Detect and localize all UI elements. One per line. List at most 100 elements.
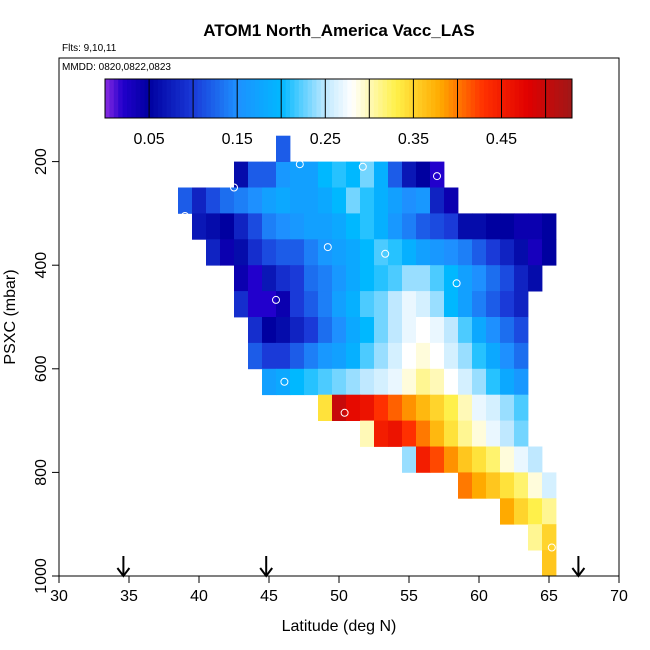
heatmap-cell [500,498,515,525]
colorbar-segment [488,79,494,118]
heatmap-cell [472,213,487,240]
heatmap-cell [234,291,249,318]
heatmap-cell [318,291,333,318]
heatmap-cell [332,317,347,344]
colorbar-segment [290,79,295,118]
heatmap-cell [276,187,291,214]
colorbar-tick-label: 0.35 [398,131,429,148]
heatmap-cell [304,239,319,266]
colorbar-segment [567,79,573,118]
heatmap-cell [514,420,529,447]
colorbar-segment [373,79,379,118]
heatmap-cell [374,420,389,447]
colorbar-segment [162,79,168,118]
colorbar-segment [254,79,260,118]
heatmap-cell [276,135,291,162]
heatmap-cell [430,368,445,396]
heatmap-cell [374,161,389,188]
heatmap-cell [206,187,221,214]
colorbar-segment [391,79,397,118]
heatmap-cell [444,394,459,421]
colorbar-segment [439,79,445,118]
colorbar-segment [527,79,533,118]
colorbar-segment [479,79,485,118]
flight-point [230,183,238,192]
colorbar-segment [347,79,353,118]
x-tick-label: 45 [260,588,278,605]
colorbar-segment [536,79,542,118]
heatmap-cell [276,317,291,344]
heatmap-cell [430,161,445,188]
x-tick-label: 60 [470,588,488,605]
heatmap-cell [360,342,375,370]
heatmap-cell [234,213,249,240]
colorbar-segment [351,79,357,118]
heatmap-cell [542,550,557,577]
heatmap-cell [416,239,431,266]
heatmap-cell [430,213,445,240]
heatmap-cell [248,187,263,214]
colorbar-segment [149,79,154,118]
x-tick-label: 30 [50,588,68,605]
flight-point [280,377,289,386]
colorbar-segment [268,79,273,118]
flight-point [381,249,390,258]
x-tick-label: 50 [330,588,348,605]
heatmap-cell [458,291,473,318]
colorbar-segment [184,79,190,118]
heatmap-cell [346,239,361,266]
colorbar-segment [298,79,304,118]
heatmap-cell [346,317,361,344]
heatmap-cell [514,472,529,499]
heatmap-cell [304,213,319,240]
colorbar-segment [210,79,216,118]
colorbar: 0.05 0.15 0.25 0.35 0.45 [104,78,573,148]
heatmap-cell [472,394,487,421]
heatmap-cell [248,342,263,370]
heatmap-cell [514,291,529,318]
heatmap-cell [234,239,249,266]
heatmap-cell [486,420,501,447]
colorbar-segment [417,79,423,118]
heatmap-cell [262,291,277,318]
colorbar-tick-label: 0.45 [486,131,517,148]
heatmap-cell [402,213,417,240]
heatmap-cell [486,368,501,396]
heatmap-cell [444,187,459,214]
heatmap-cell [304,265,319,292]
heatmap-cell [234,161,249,188]
heatmap-cell [388,187,403,214]
heatmap-cell [500,265,515,292]
colorbar-segment [435,79,441,118]
heatmap-cell [486,394,501,421]
heatmap-cell [444,368,459,396]
colorbar-segment [325,79,331,118]
heatmap-cell [318,368,333,396]
heatmap-cell [444,265,459,292]
heatmap-cell [290,187,305,214]
colorbar-segment [259,79,265,118]
heatmap-cell [486,213,501,240]
heatmap-cell [318,317,333,344]
heatmap-cell [500,213,515,240]
colorbar-segment [105,79,110,118]
heatmap-cell [402,446,417,473]
heatmap-cell [262,368,277,396]
heatmap-cell [318,213,333,240]
heatmap-cell [472,265,487,292]
flight-point [358,162,367,171]
heatmap-cell [416,213,431,240]
heatmap-cell [500,342,515,370]
heatmap-cell [388,317,403,344]
heatmap-cell [500,317,515,344]
heatmap-cell [444,420,459,447]
colorbar-segment [338,79,344,118]
heatmap-cell [206,213,221,240]
colorbar-segment [193,79,199,118]
colorbar-segment [563,79,569,118]
heatmap-cell [500,420,515,447]
x-axis: 30 35 40 45 50 55 60 65 70 [50,576,628,605]
heatmap-cell [332,187,347,214]
heatmap-cell [486,265,501,292]
heatmap-cell [360,161,375,188]
